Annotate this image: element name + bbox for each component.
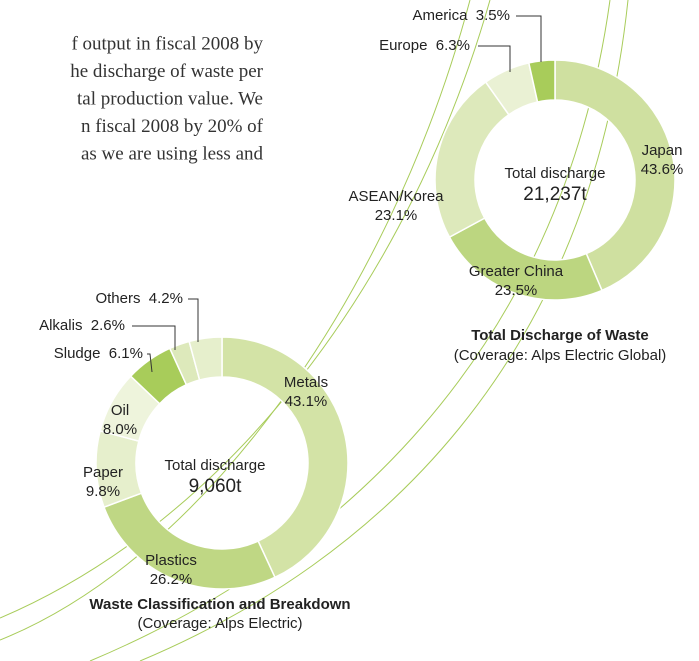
chart-title: Waste Classification and Breakdown (89, 596, 350, 613)
center-label: Total discharge (505, 165, 606, 182)
donut-chart: Metals 43.1% Plastics 26.2% Paper 9.8% Oil 8.0%… (39, 290, 351, 632)
segment-value: 23.1% (375, 207, 418, 224)
donut-segment (188, 336, 223, 381)
arc (89, 0, 611, 661)
chart-subtitle: (Coverage: Alps Electric Global) (454, 347, 667, 364)
donut-segment (221, 336, 349, 579)
center-label: Total discharge (165, 457, 266, 474)
arc (0, 0, 471, 641)
segment-name: America (412, 7, 468, 24)
segment-label: Others 4.2% (95, 290, 183, 307)
donut-segment (527, 59, 556, 103)
segment-label: Oil (111, 402, 129, 419)
segment-name: Sludge (54, 345, 101, 362)
segment-label: Paper (83, 464, 123, 481)
segment-value: 3.5% (476, 7, 510, 24)
segment-label: Sludge 6.1% (54, 345, 143, 362)
segment-label: Plastics (145, 552, 197, 569)
segment-value: 9.8% (86, 483, 120, 500)
donut-chart: Japan 43.6% Greater China 23.5% ASEAN/Korea 2… (348, 7, 683, 364)
leader-line (147, 353, 153, 373)
segment-label: ASEAN/Korea (348, 188, 444, 205)
segment-value: 6.1% (109, 345, 143, 362)
center-total: 21,237t (523, 184, 587, 205)
segment-label: Japan (642, 142, 683, 159)
segment-name: Others (95, 290, 140, 307)
segment-value: 8.0% (103, 421, 137, 438)
segment-value: 2.6% (91, 317, 125, 334)
leader-line (478, 45, 511, 72)
decorative-arcs (0, 0, 629, 661)
center-total: 9,060t (189, 476, 243, 497)
segment-label: Europe 6.3% (379, 37, 470, 54)
paragraph-line: as we are using less and (81, 143, 264, 164)
chart-title: Total Discharge of Waste (471, 327, 649, 344)
paragraph-line: he discharge of waste per (70, 61, 263, 82)
paragraph-line: tal production value. We (77, 88, 263, 109)
segment-label: Metals (284, 374, 328, 391)
segment-value: 6.3% (436, 37, 470, 54)
segment-label: Alkalis 2.6% (39, 317, 125, 334)
segment-label: America 3.5% (412, 7, 510, 24)
paragraph-line: n fiscal 2008 by 20% of (81, 116, 264, 137)
segment-value: 4.2% (149, 290, 183, 307)
arc (139, 0, 629, 661)
segment-name: Alkalis (39, 317, 82, 334)
leader-line (188, 298, 199, 342)
donut-segment (554, 59, 676, 292)
donut-segment (434, 80, 510, 239)
segment-value: 26.2% (150, 571, 193, 588)
segment-name: Europe (379, 37, 427, 54)
segment-value: 43.1% (285, 393, 328, 410)
segment-value: 43.6% (641, 161, 684, 178)
chart-subtitle: (Coverage: Alps Electric) (137, 615, 302, 632)
segment-label: Greater China (469, 263, 564, 280)
leader-line (516, 15, 542, 62)
paragraph-line: f output in fiscal 2008 by (71, 33, 263, 54)
segment-value: 23.5% (495, 282, 538, 299)
leader-line (132, 325, 176, 350)
